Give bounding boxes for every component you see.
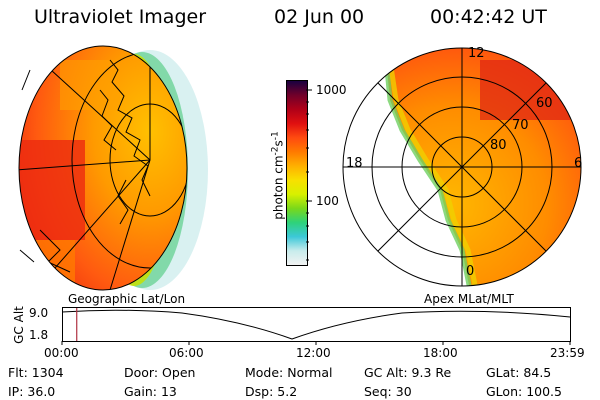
time-tick-0000: 00:00	[44, 346, 79, 360]
mlt-label-dusk: 18	[346, 156, 363, 171]
info-mode: Mode: Normal	[245, 365, 333, 380]
info-glon: GLon: 100.5	[486, 384, 562, 399]
time-tick-0600: 06:00	[169, 346, 204, 360]
image-time: 00:42:42 UT	[430, 6, 547, 28]
left-disk	[19, 46, 187, 290]
altitude-plot	[61, 307, 571, 345]
colorbar	[286, 80, 308, 266]
info-seq: Seq: 30	[364, 384, 412, 399]
alt-tick-low: 1.8	[29, 328, 49, 342]
polar-grid	[342, 47, 582, 287]
colorbar-tick-1000: 1000	[316, 83, 347, 97]
colorbar-tick-100: 100	[316, 194, 339, 208]
image-date: 02 Jun 00	[274, 6, 365, 28]
instrument-title: Ultraviolet Imager	[34, 6, 207, 28]
info-gain: Gain: 13	[124, 384, 177, 399]
info-glat: GLat: 84.5	[486, 365, 552, 380]
time-tick-2359: 23:59	[550, 346, 585, 360]
mlt-label-noon: 12	[468, 46, 485, 61]
alt-tick-high: 9.0	[29, 306, 49, 320]
colorbar-ticks	[306, 89, 312, 261]
mlt-label-dawn: 6	[574, 156, 583, 171]
lat-label-60: 60	[536, 96, 553, 111]
info-gc-alt: GC Alt: 9.3 Re	[364, 365, 452, 380]
right-projection-label: Apex MLat/MLT	[424, 292, 514, 306]
time-tick-1800: 18:00	[423, 346, 458, 360]
info-door: Door: Open	[124, 365, 196, 380]
lat-label-70: 70	[512, 118, 529, 133]
colorbar-label: photon cm-2s-1	[270, 131, 286, 220]
altitude-ylabel: GC Alt	[12, 306, 26, 344]
info-ip: IP: 36.0	[8, 384, 56, 399]
time-tick-1200: 12:00	[296, 346, 331, 360]
lat-label-80: 80	[490, 138, 507, 153]
info-flt: Flt: 1304	[8, 365, 64, 380]
info-dsp: Dsp: 5.2	[245, 384, 298, 399]
mlt-label-midnight: 0	[466, 264, 475, 279]
left-projection-label: Geographic Lat/Lon	[68, 292, 186, 306]
